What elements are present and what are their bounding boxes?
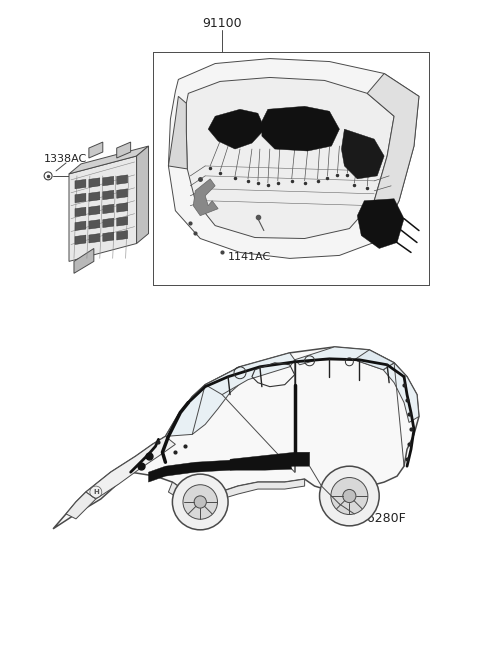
Polygon shape [166, 367, 248, 436]
Polygon shape [148, 459, 292, 482]
Text: 1141AC: 1141AC [228, 252, 271, 263]
Circle shape [194, 496, 206, 508]
Polygon shape [69, 146, 148, 174]
Polygon shape [117, 142, 131, 158]
Polygon shape [53, 347, 419, 529]
Polygon shape [75, 207, 86, 217]
Polygon shape [75, 235, 86, 244]
Polygon shape [205, 353, 295, 394]
Polygon shape [168, 479, 305, 502]
Polygon shape [262, 106, 339, 151]
Polygon shape [117, 231, 128, 240]
Polygon shape [357, 198, 404, 248]
Polygon shape [354, 350, 394, 370]
Circle shape [183, 485, 217, 519]
Polygon shape [89, 142, 103, 158]
Polygon shape [117, 217, 128, 226]
Polygon shape [75, 193, 86, 203]
Circle shape [320, 466, 379, 526]
Polygon shape [367, 73, 419, 240]
Polygon shape [103, 218, 114, 227]
Polygon shape [89, 206, 100, 215]
Polygon shape [168, 96, 187, 169]
Polygon shape [75, 221, 86, 231]
Polygon shape [193, 179, 218, 215]
Polygon shape [75, 179, 86, 189]
Polygon shape [103, 204, 114, 214]
Circle shape [331, 477, 368, 515]
Circle shape [343, 489, 356, 502]
Polygon shape [69, 156, 137, 261]
Polygon shape [89, 192, 100, 201]
Polygon shape [103, 191, 114, 200]
Polygon shape [117, 203, 128, 212]
Circle shape [172, 474, 228, 530]
Polygon shape [74, 248, 94, 273]
Polygon shape [89, 219, 100, 229]
Polygon shape [117, 189, 128, 198]
Polygon shape [137, 146, 148, 244]
Polygon shape [383, 363, 419, 422]
Polygon shape [86, 436, 175, 499]
Polygon shape [208, 109, 265, 149]
Polygon shape [89, 178, 100, 187]
Text: 91100: 91100 [202, 17, 242, 30]
Polygon shape [66, 492, 96, 519]
Text: 1338AC: 1338AC [44, 154, 87, 164]
Text: 96280F: 96280F [360, 512, 406, 525]
Text: H: H [93, 489, 99, 495]
Polygon shape [117, 175, 128, 184]
Polygon shape [230, 452, 310, 470]
Polygon shape [295, 347, 394, 370]
Polygon shape [168, 58, 419, 259]
Polygon shape [89, 234, 100, 243]
Polygon shape [341, 129, 384, 179]
Polygon shape [103, 176, 114, 186]
Polygon shape [186, 77, 394, 238]
Polygon shape [103, 232, 114, 242]
